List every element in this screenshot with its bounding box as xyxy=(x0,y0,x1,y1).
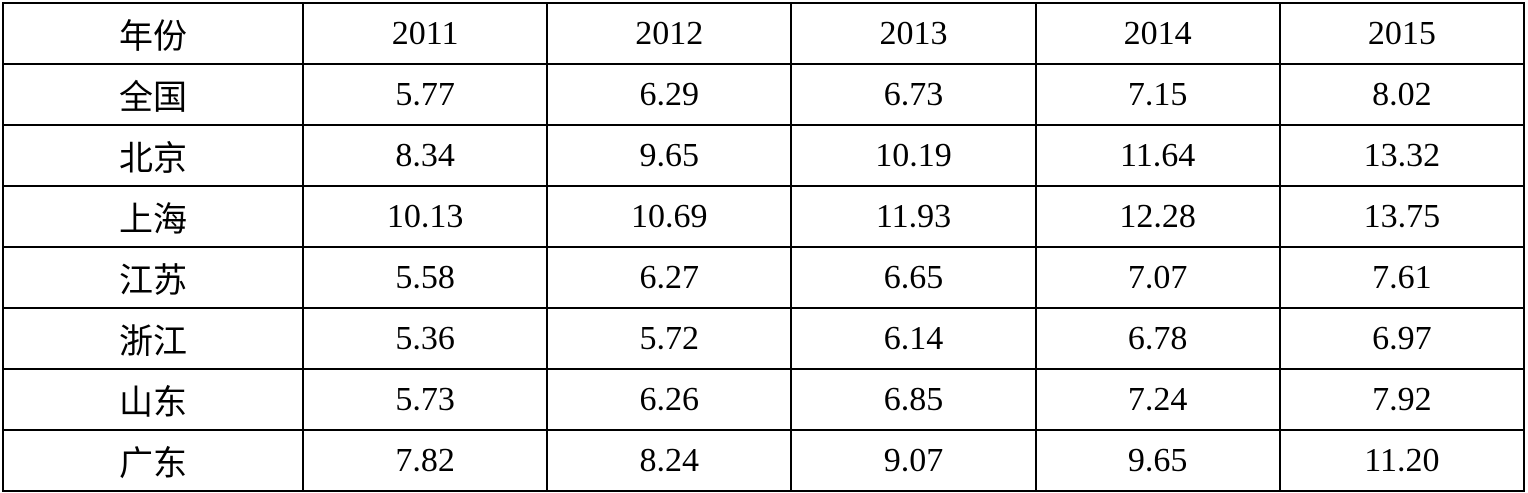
value-cell: 12.28 xyxy=(1034,185,1281,248)
row-label-cell: 北京 xyxy=(2,124,304,187)
value-cell: 6.73 xyxy=(790,63,1037,126)
value-cell: 7.15 xyxy=(1034,63,1281,126)
table-row: 全国 5.77 6.29 6.73 7.15 8.02 xyxy=(2,63,1526,126)
value-cell: 13.75 xyxy=(1278,185,1526,248)
value-cell: 6.27 xyxy=(546,246,793,309)
value-cell: 6.29 xyxy=(546,63,793,126)
value-cell: 7.82 xyxy=(301,429,549,492)
value-cell: 13.32 xyxy=(1278,124,1526,187)
row-label-cell: 江苏 xyxy=(2,246,304,309)
value-cell: 5.77 xyxy=(301,63,549,126)
value-cell: 9.65 xyxy=(546,124,793,187)
value-cell: 5.72 xyxy=(546,307,793,370)
value-cell: 11.64 xyxy=(1034,124,1281,187)
value-cell: 11.20 xyxy=(1278,429,1526,492)
table-row: 上海 10.13 10.69 11.93 12.28 13.75 xyxy=(2,185,1526,248)
value-cell: 9.65 xyxy=(1034,429,1281,492)
row-label-cell: 山东 xyxy=(2,368,304,431)
value-cell: 7.92 xyxy=(1278,368,1526,431)
row-label-cell: 浙江 xyxy=(2,307,304,370)
value-cell: 5.58 xyxy=(301,246,549,309)
value-cell: 2011 xyxy=(301,2,549,65)
value-cell: 6.65 xyxy=(790,246,1037,309)
value-cell: 2014 xyxy=(1034,2,1281,65)
row-label-cell: 全国 xyxy=(2,63,304,126)
value-cell: 9.07 xyxy=(790,429,1037,492)
value-cell: 8.24 xyxy=(546,429,793,492)
value-cell: 2015 xyxy=(1278,2,1526,65)
value-cell: 8.34 xyxy=(301,124,549,187)
value-cell: 7.07 xyxy=(1034,246,1281,309)
value-cell: 6.97 xyxy=(1278,307,1526,370)
value-cell: 5.36 xyxy=(301,307,549,370)
value-cell: 6.14 xyxy=(790,307,1037,370)
table-row: 山东 5.73 6.26 6.85 7.24 7.92 xyxy=(2,368,1526,431)
value-cell: 10.69 xyxy=(546,185,793,248)
table-row: 北京 8.34 9.65 10.19 11.64 13.32 xyxy=(2,124,1526,187)
value-cell: 6.85 xyxy=(790,368,1037,431)
value-cell: 11.93 xyxy=(790,185,1037,248)
row-label-cell: 广东 xyxy=(2,429,304,492)
value-cell: 10.13 xyxy=(301,185,549,248)
row-label-cell: 上海 xyxy=(2,185,304,248)
value-cell: 10.19 xyxy=(790,124,1037,187)
table-row: 浙江 5.36 5.72 6.14 6.78 6.97 xyxy=(2,307,1526,370)
value-cell: 8.02 xyxy=(1278,63,1526,126)
row-label-cell: 年份 xyxy=(2,2,304,65)
value-cell: 7.61 xyxy=(1278,246,1526,309)
value-cell: 6.78 xyxy=(1034,307,1281,370)
value-cell: 5.73 xyxy=(301,368,549,431)
table-row: 江苏 5.58 6.27 6.65 7.07 7.61 xyxy=(2,246,1526,309)
value-cell: 6.26 xyxy=(546,368,793,431)
value-cell: 7.24 xyxy=(1034,368,1281,431)
header-row: 年份 2011 2012 2013 2014 2015 xyxy=(2,2,1526,65)
value-cell: 2012 xyxy=(546,2,793,65)
table-row: 广东 7.82 8.24 9.07 9.65 11.20 xyxy=(2,429,1526,492)
value-cell: 2013 xyxy=(790,2,1037,65)
